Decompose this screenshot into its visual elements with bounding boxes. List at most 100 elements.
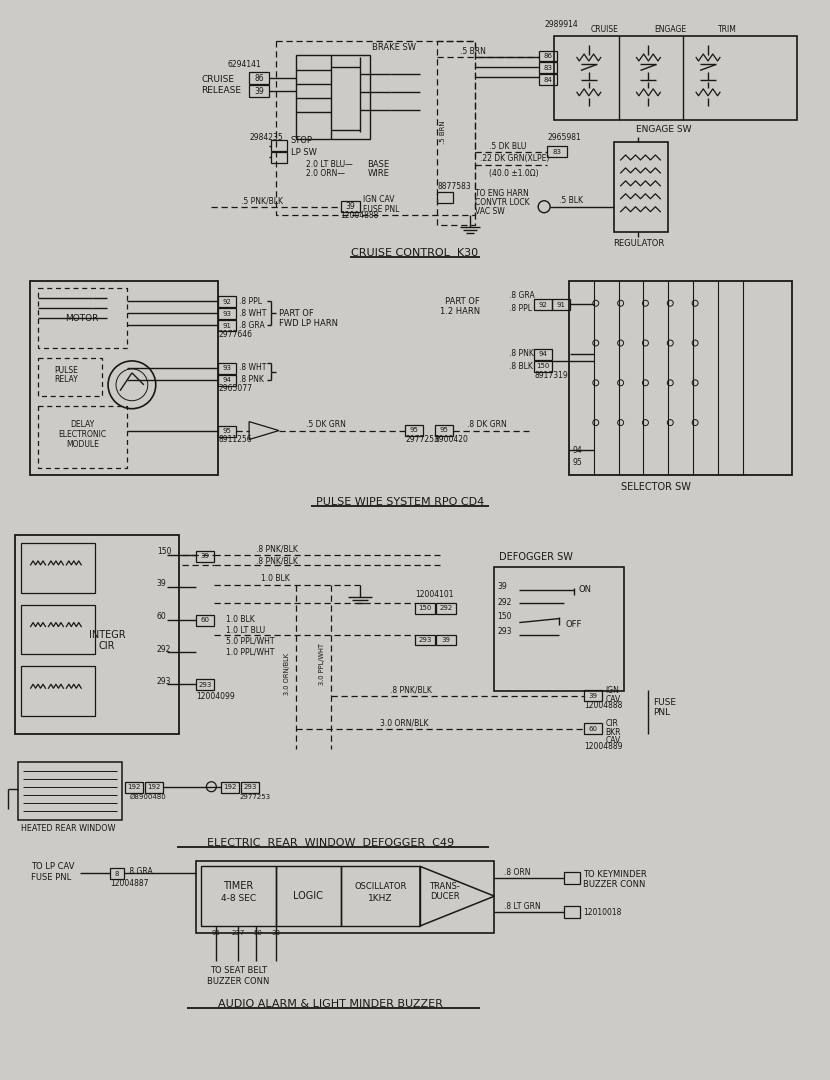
Text: 93: 93	[222, 365, 232, 372]
Text: CIR: CIR	[606, 718, 618, 728]
Bar	[583, 723, 602, 734]
Text: 293: 293	[418, 637, 432, 643]
Text: 5.0 PPL/WHT: 5.0 PPL/WHT	[227, 637, 275, 646]
Text: CRUISE CONTROL  K30: CRUISE CONTROL K30	[351, 248, 479, 258]
Text: ENGAGE: ENGAGE	[654, 25, 686, 35]
Text: 8900420: 8900420	[435, 435, 469, 444]
Text: DUCER: DUCER	[430, 892, 460, 901]
Bar	[340, 866, 420, 926]
Text: TO LP CAV: TO LP CAV	[31, 862, 74, 870]
Text: 3.0 PPL/WHT: 3.0 PPL/WHT	[319, 644, 325, 686]
Bar	[218, 320, 237, 332]
Text: 1.0 BLK: 1.0 BLK	[227, 616, 255, 624]
Text: IGN CAV: IGN CAV	[364, 195, 395, 204]
Text: 12004888: 12004888	[340, 212, 378, 220]
Text: .22 DK GRN(XLPE): .22 DK GRN(XLPE)	[480, 154, 549, 163]
Text: .8 ORN: .8 ORN	[505, 868, 531, 877]
Text: 95: 95	[439, 427, 448, 433]
Text: TO ENG HARN: TO ENG HARN	[475, 189, 529, 199]
Text: RELEASE: RELEASE	[202, 85, 242, 95]
Text: 84: 84	[544, 77, 553, 83]
Text: 12010018: 12010018	[583, 907, 621, 917]
Bar	[218, 375, 237, 386]
Text: 95: 95	[212, 930, 220, 936]
Text: PNL: PNL	[653, 707, 671, 717]
Bar	[405, 424, 423, 435]
Text: 3.0 ORN/BLK: 3.0 ORN/BLK	[380, 718, 429, 728]
Text: 2.0 LT BLU—: 2.0 LT BLU—	[305, 161, 353, 170]
Text: 2984235: 2984235	[249, 133, 283, 141]
Text: 293: 293	[198, 681, 212, 688]
Text: PART OF: PART OF	[279, 309, 314, 318]
Text: TRIM: TRIM	[719, 25, 737, 35]
Text: 192: 192	[127, 784, 140, 791]
Text: 2965077: 2965077	[218, 384, 252, 393]
Text: 293: 293	[243, 784, 256, 791]
Bar	[242, 782, 259, 793]
Text: PULSE: PULSE	[55, 366, 78, 376]
Bar	[197, 862, 495, 933]
Text: HEATED REAR WINDOW: HEATED REAR WINDOW	[21, 824, 115, 833]
Text: .8 GRA: .8 GRA	[510, 291, 535, 300]
Text: 192: 192	[147, 784, 160, 791]
Bar	[197, 679, 214, 690]
Text: 39: 39	[254, 86, 264, 96]
Text: .5 BLK: .5 BLK	[559, 197, 583, 205]
Text: 2965981: 2965981	[547, 133, 581, 141]
Text: CRUISE: CRUISE	[591, 25, 618, 35]
Text: 92: 92	[539, 301, 548, 308]
Text: FUSE PNL: FUSE PNL	[31, 873, 71, 881]
Text: .5 DK BLU: .5 DK BLU	[490, 141, 527, 150]
Text: .8 PPL: .8 PPL	[510, 303, 532, 313]
Text: PART OF: PART OF	[445, 297, 480, 306]
Text: 91: 91	[557, 301, 565, 308]
Bar	[218, 308, 237, 320]
Text: 292: 292	[439, 605, 452, 611]
Text: 60: 60	[588, 726, 598, 731]
Bar	[535, 349, 552, 360]
Text: 293: 293	[157, 677, 171, 686]
Text: 292: 292	[157, 645, 171, 653]
Text: 3.0 ORN/BLK: 3.0 ORN/BLK	[284, 653, 290, 696]
Bar	[271, 152, 287, 163]
Text: 39: 39	[157, 579, 167, 589]
Text: RELAY: RELAY	[55, 376, 78, 384]
Bar	[17, 761, 122, 820]
Text: 1.0 PPL/WHT: 1.0 PPL/WHT	[227, 648, 275, 657]
Text: BRAKE SW: BRAKE SW	[373, 43, 417, 52]
Text: (40.0 ±1.0Ω): (40.0 ±1.0Ω)	[490, 170, 540, 178]
Text: LP SW: LP SW	[290, 148, 317, 157]
Text: Ø8900480: Ø8900480	[130, 794, 167, 799]
Text: 1KHZ: 1KHZ	[368, 893, 393, 903]
Bar	[436, 635, 456, 646]
Text: 150: 150	[497, 612, 512, 621]
Text: TO KEYMINDER: TO KEYMINDER	[583, 869, 647, 879]
Text: 4-8 SEC: 4-8 SEC	[221, 893, 256, 903]
Text: 8877583: 8877583	[438, 183, 471, 191]
Text: 95: 95	[573, 458, 583, 467]
Text: 38: 38	[271, 930, 280, 936]
Bar	[21, 666, 95, 716]
Bar	[218, 296, 237, 307]
Bar	[437, 41, 475, 225]
Text: 12004101: 12004101	[415, 590, 453, 599]
Bar	[249, 85, 269, 97]
Bar	[197, 615, 214, 625]
Bar	[569, 281, 793, 475]
Text: 12004887: 12004887	[110, 879, 149, 888]
Text: ENGAGE SW: ENGAGE SW	[636, 124, 691, 134]
Bar	[197, 551, 214, 562]
Text: ELECTRONIC: ELECTRONIC	[58, 430, 106, 440]
Text: 8: 8	[115, 870, 120, 877]
Text: .8 WHT: .8 WHT	[239, 363, 266, 373]
Bar	[435, 424, 452, 435]
Bar	[495, 567, 623, 691]
Text: MODULE: MODULE	[66, 440, 99, 449]
Text: .5 BRN: .5 BRN	[460, 48, 486, 56]
Text: .5 BRN: .5 BRN	[440, 120, 446, 144]
Text: .8 GRA: .8 GRA	[239, 321, 265, 329]
Text: CIR: CIR	[99, 642, 115, 651]
Text: 39: 39	[588, 692, 598, 699]
Text: BKR: BKR	[606, 728, 621, 737]
Text: CONVTR LOCK: CONVTR LOCK	[475, 199, 530, 207]
